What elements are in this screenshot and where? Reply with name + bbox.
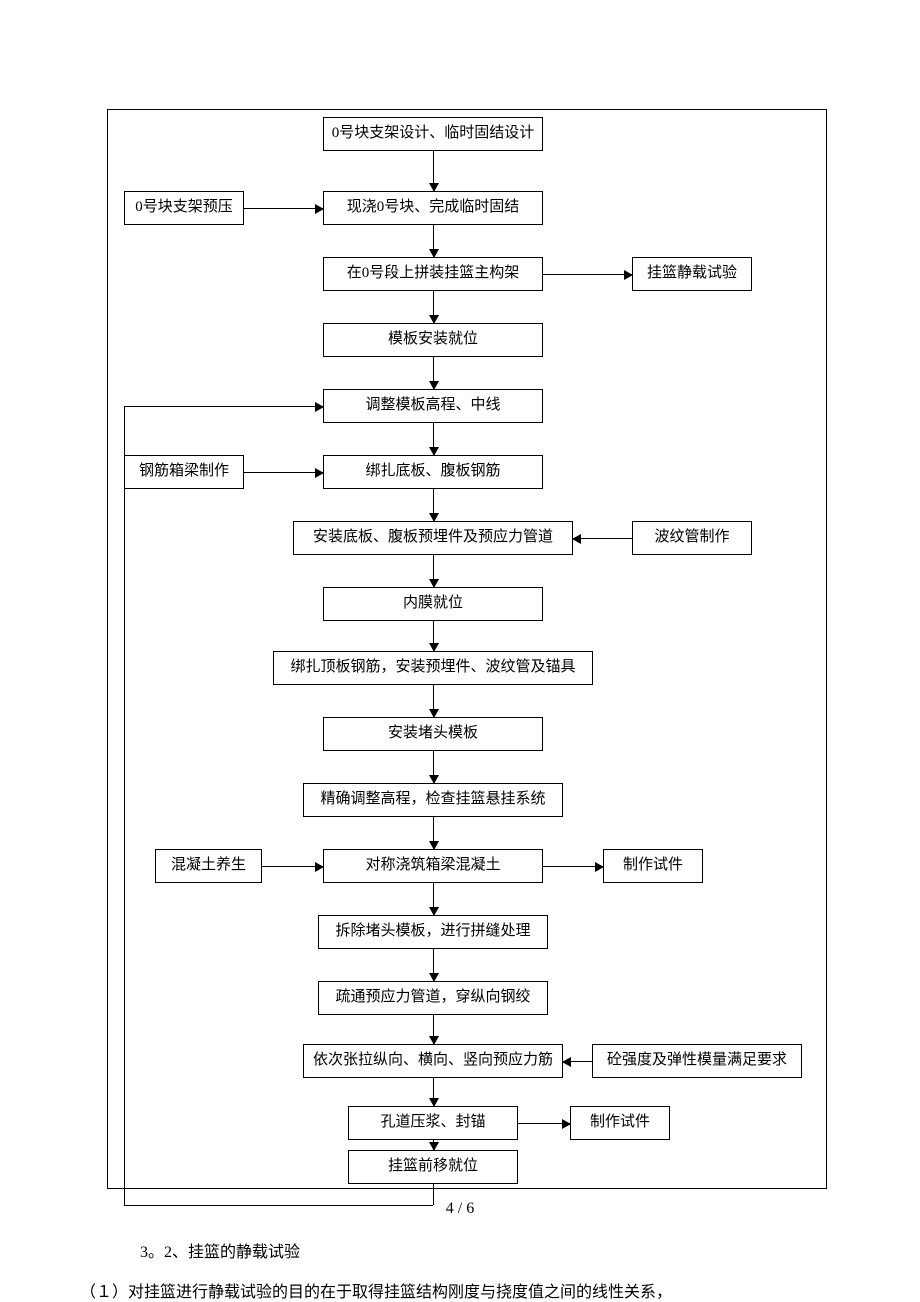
flow-node-n13: 拆除堵头模板，进行拼缝处理 xyxy=(318,915,548,949)
arrow-right xyxy=(543,866,603,867)
flow-node-n17: 挂篮前移就位 xyxy=(348,1150,518,1184)
arrow-down xyxy=(433,1140,434,1150)
arrow-right xyxy=(543,274,632,275)
arrow-down xyxy=(433,949,434,981)
flow-node-n10: 安装堵头模板 xyxy=(323,717,543,751)
flow-node-label: 调整模板高程、中线 xyxy=(365,396,500,416)
page-number: 4 / 6 xyxy=(0,1200,920,1218)
flow-side-label: 砼强度及弹性模量满足要求 xyxy=(607,1051,787,1071)
arrow-down xyxy=(433,751,434,783)
flow-side-label: 钢筋箱梁制作 xyxy=(139,462,229,482)
flow-node-n9: 绑扎顶板钢筋，安装预埋件、波纹管及锚具 xyxy=(273,651,593,685)
flow-node-label: 现浇0号块、完成临时固结 xyxy=(347,198,520,218)
section-title: 3。2、挂篮的静载试验 xyxy=(140,1238,300,1262)
flow-node-n7: 安装底板、腹板预埋件及预应力管道 xyxy=(293,521,573,555)
arrow-left xyxy=(573,538,632,539)
flow-side-node-s4: 波纹管制作 xyxy=(632,521,752,555)
flow-node-n3: 在0号段上拼装挂篮主构架 xyxy=(323,257,543,291)
flow-node-n16: 孔道压浆、封锚 xyxy=(348,1106,518,1140)
flow-side-label: 0号块支架预压 xyxy=(135,198,233,218)
flow-node-label: 精确调整高程，检查挂篮悬挂系统 xyxy=(320,790,545,810)
flow-side-node-s1: 0号块支架预压 xyxy=(124,191,244,225)
flow-node-label: 绑扎顶板钢筋，安装预埋件、波纹管及锚具 xyxy=(290,658,575,678)
arrow-down xyxy=(433,817,434,849)
flow-node-n5: 调整模板高程、中线 xyxy=(323,389,543,423)
flow-node-label: 安装底板、腹板预埋件及预应力管道 xyxy=(313,528,553,548)
loop-seg xyxy=(124,406,125,1205)
flow-node-label: 疏通预应力管道，穿纵向钢绞 xyxy=(335,988,530,1008)
flow-side-node-s7: 砼强度及弹性模量满足要求 xyxy=(592,1044,802,1078)
arrow-down xyxy=(433,1078,434,1106)
flow-node-label: 绑扎底板、腹板钢筋 xyxy=(365,462,500,482)
flow-node-label: 0号块支架设计、临时固结设计 xyxy=(332,124,535,144)
arrow-down xyxy=(433,291,434,323)
arrow-left xyxy=(563,1061,592,1062)
arrow-right xyxy=(244,472,323,473)
flow-node-n14: 疏通预应力管道，穿纵向钢绞 xyxy=(318,981,548,1015)
paragraph-text: （１）对挂篮进行静载试验的目的在于取得挂篮结构刚度与挠度值之间的线性关系， xyxy=(80,1278,672,1302)
flow-node-label: 挂篮前移就位 xyxy=(388,1157,478,1177)
flow-node-n12: 对称浇筑箱梁混凝土 xyxy=(323,849,543,883)
arrow-right xyxy=(518,1123,570,1124)
flow-side-node-s3: 钢筋箱梁制作 xyxy=(124,455,244,489)
flow-side-node-s6: 制作试件 xyxy=(603,849,703,883)
arrow-down xyxy=(433,883,434,915)
flow-node-n6: 绑扎底板、腹板钢筋 xyxy=(323,455,543,489)
arrow-down xyxy=(433,621,434,651)
flow-node-label: 内膜就位 xyxy=(403,594,463,614)
arrow-down xyxy=(433,489,434,521)
arrow-down xyxy=(433,151,434,191)
flow-node-n4: 模板安装就位 xyxy=(323,323,543,357)
flow-node-label: 拆除堵头模板，进行拼缝处理 xyxy=(335,922,530,942)
flow-side-label: 波纹管制作 xyxy=(654,528,729,548)
flow-node-n2: 现浇0号块、完成临时固结 xyxy=(323,191,543,225)
arrow-down xyxy=(433,685,434,717)
flow-side-label: 挂篮静载试验 xyxy=(647,264,737,284)
arrow-down xyxy=(433,225,434,257)
loop-arrow xyxy=(124,406,323,407)
flow-node-label: 模板安装就位 xyxy=(388,330,478,350)
flow-side-label: 制作试件 xyxy=(623,856,683,876)
flow-node-n11: 精确调整高程，检查挂篮悬挂系统 xyxy=(303,783,563,817)
arrow-right xyxy=(244,208,323,209)
flow-side-node-s8: 制作试件 xyxy=(570,1106,670,1140)
flow-node-n15: 依次张拉纵向、横向、竖向预应力筋 xyxy=(303,1044,563,1078)
flow-side-node-s2: 挂篮静载试验 xyxy=(632,257,752,291)
flow-side-label: 制作试件 xyxy=(590,1113,650,1133)
flow-side-label: 混凝土养生 xyxy=(171,856,246,876)
flow-node-label: 依次张拉纵向、横向、竖向预应力筋 xyxy=(313,1051,553,1071)
flow-node-label: 安装堵头模板 xyxy=(388,724,478,744)
arrow-right xyxy=(262,866,323,867)
flow-node-label: 对称浇筑箱梁混凝土 xyxy=(365,856,500,876)
flow-node-n8: 内膜就位 xyxy=(323,587,543,621)
flow-node-label: 孔道压浆、封锚 xyxy=(380,1113,485,1133)
arrow-down xyxy=(433,555,434,587)
flow-node-n1: 0号块支架设计、临时固结设计 xyxy=(323,117,543,151)
arrow-down xyxy=(433,1015,434,1044)
flow-node-label: 在0号段上拼装挂篮主构架 xyxy=(347,264,520,284)
flow-side-node-s5: 混凝土养生 xyxy=(155,849,262,883)
arrow-down xyxy=(433,423,434,455)
arrow-down xyxy=(433,357,434,389)
